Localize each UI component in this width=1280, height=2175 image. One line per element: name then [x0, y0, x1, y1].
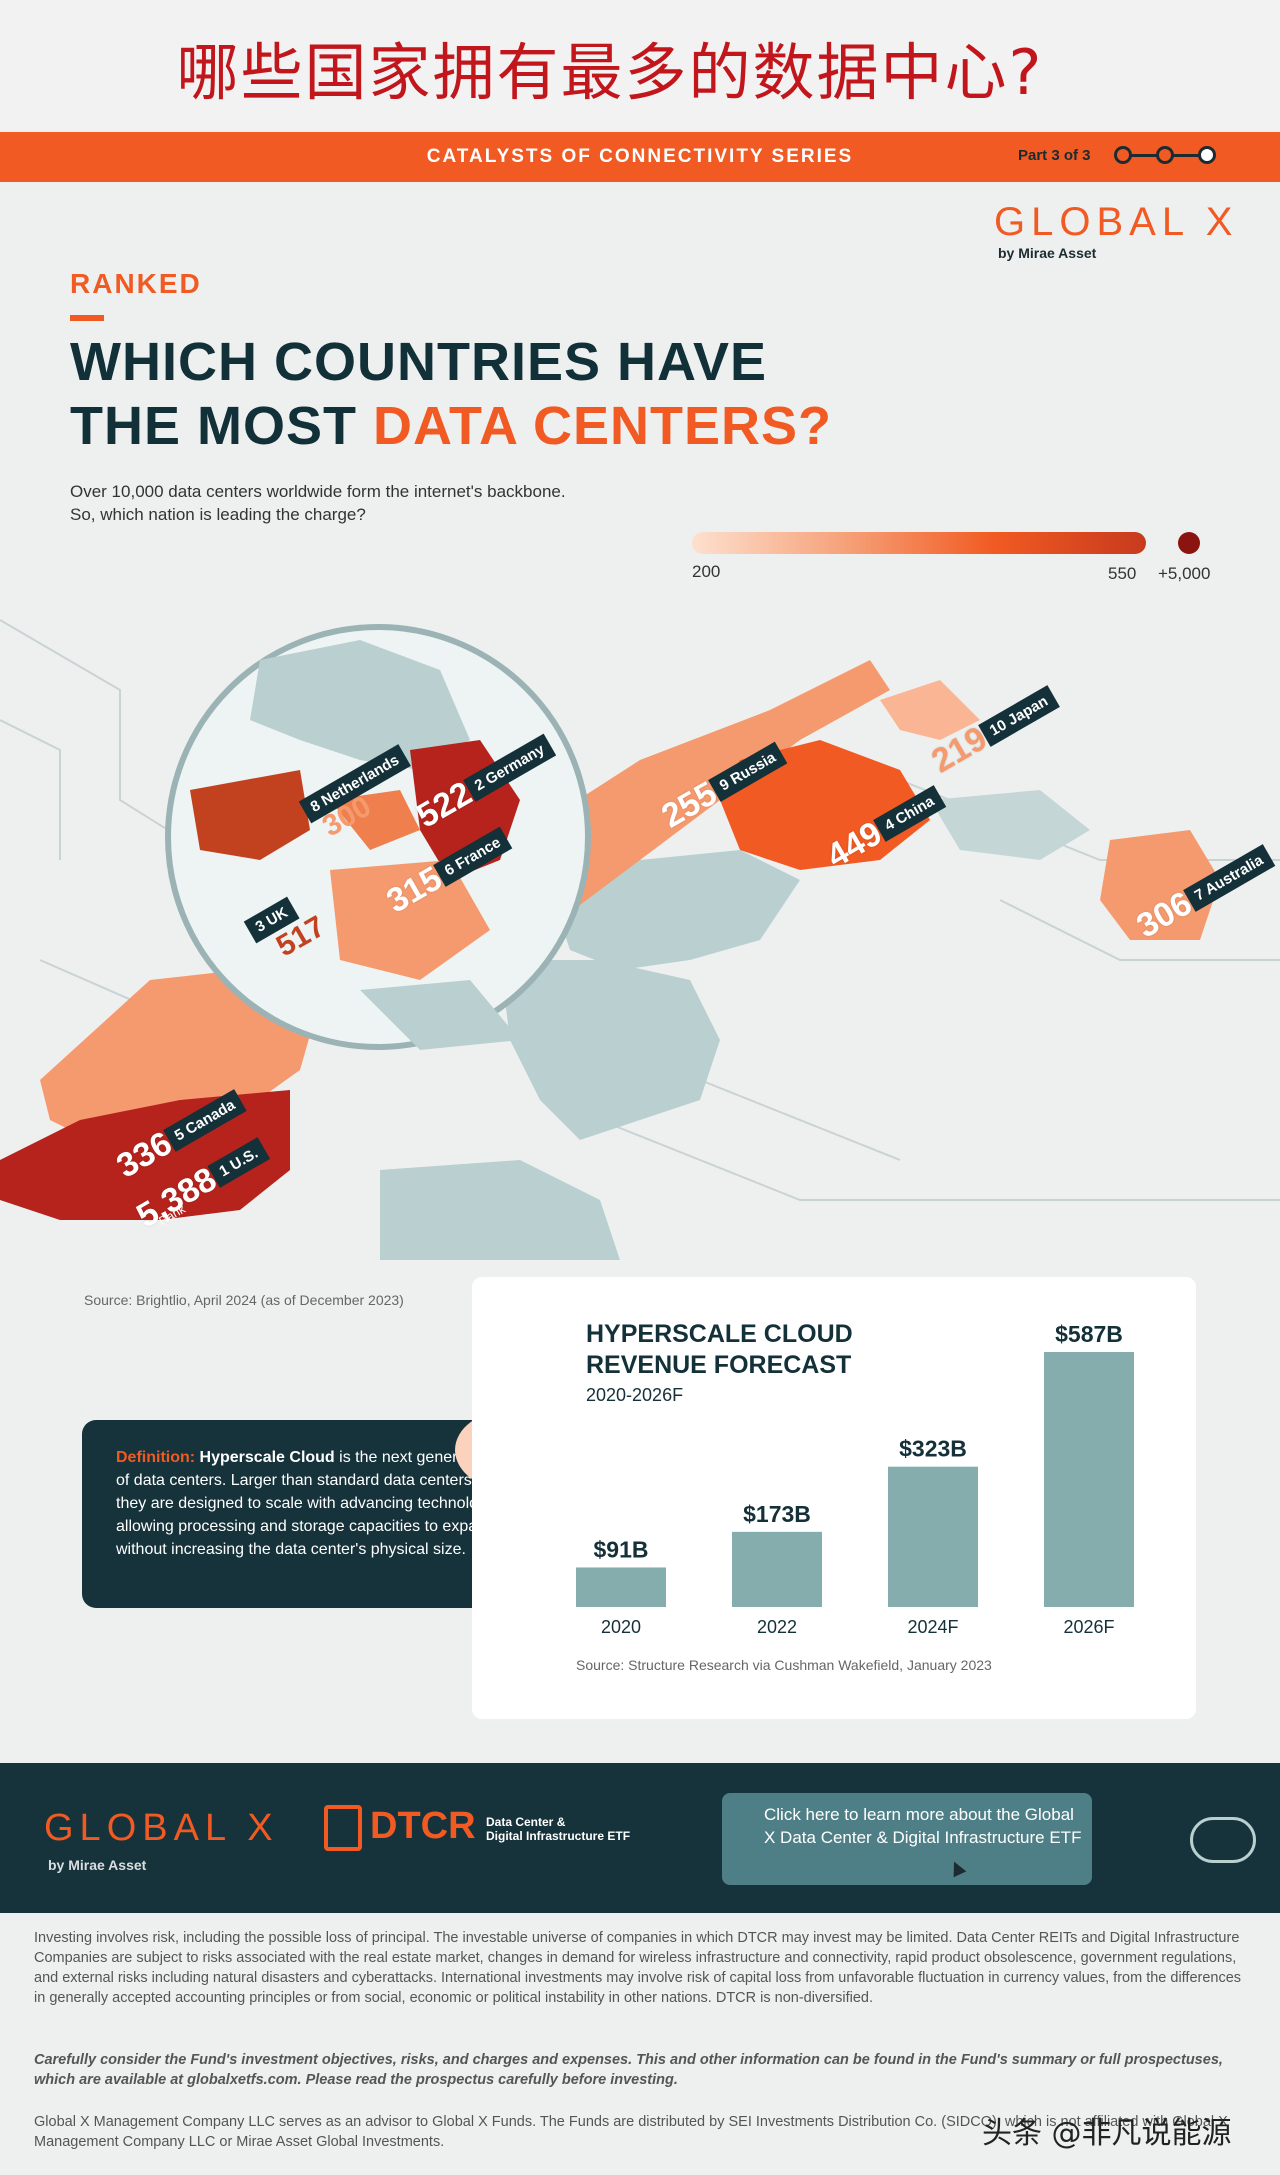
footer-band: GLOBAL X by Mirae Asset DTCR Data Center… — [0, 1763, 1280, 1913]
japan-shape — [880, 680, 980, 740]
cta-text: Click here to learn more about the Globa… — [764, 1805, 1082, 1847]
headline: WHICH COUNTRIES HAVE THE MOST DATA CENTE… — [70, 330, 832, 458]
brand-sub: by Mirae Asset — [998, 245, 1097, 261]
chart-title: HYPERSCALE CLOUD REVENUE FORECAST — [586, 1320, 853, 1379]
bar-2024F — [888, 1466, 978, 1607]
brand-name: GLOBAL X — [994, 200, 1239, 244]
africa-shape — [500, 960, 720, 1140]
bar-value-label-2024F: $323B — [899, 1436, 967, 1462]
x-tick-2026F: 2026F — [1063, 1617, 1114, 1637]
bar-value-label-2022: $173B — [743, 1501, 811, 1527]
bar-2020 — [576, 1567, 666, 1607]
definition-text: Definition: Hyperscale Cloud is the next… — [116, 1446, 506, 1561]
chart-subtitle: 2020-2026F — [586, 1385, 684, 1405]
legend-max-dot — [1178, 532, 1200, 554]
x-tick-2020: 2020 — [601, 1617, 641, 1637]
headline-line-2a: THE MOST — [70, 396, 373, 456]
bar-2022 — [732, 1531, 822, 1607]
progress-dot-2 — [1156, 146, 1174, 164]
definition-body: is the next generation of data centers. … — [116, 1449, 499, 1558]
legend-mid: 550 — [1108, 564, 1137, 583]
top-title-band: 哪些国家拥有最多的数据中心? — [0, 0, 1280, 130]
chart-source: Source: Structure Research via Cushman W… — [576, 1657, 992, 1673]
disclaimer-prospectus: Carefully consider the Fund's investment… — [34, 2052, 1223, 2088]
uk-shape — [190, 770, 310, 860]
dtcr-name: Data Center & Digital Infrastructure ETF — [486, 1815, 631, 1843]
series-part: Part 3 of 3 — [1018, 147, 1091, 164]
bar-value-label-2026F: $587B — [1055, 1321, 1123, 1347]
watermark: 头条 @非凡说能源 — [982, 2116, 1232, 2151]
headline-line-1: WHICH COUNTRIES HAVE — [70, 332, 768, 392]
revenue-bar-chart: $91B 2020 $173B 2022 $323B 2024F $587B 2026F — [576, 1321, 1134, 1637]
legend-gradient — [692, 532, 1146, 554]
dtcr-ticker: DTCR — [370, 1805, 476, 1847]
footer-brand-sub: by Mirae Asset — [48, 1857, 147, 1873]
south-america-shape — [380, 1160, 620, 1260]
progress-dot-1 — [1114, 146, 1132, 164]
disclaimer-risk: Investing involves risk, including the p… — [34, 1930, 1242, 2006]
iberia-shape — [360, 980, 520, 1050]
definition-label: Definition: — [116, 1449, 196, 1466]
headline-accent: DATA CENTERS? — [373, 396, 832, 456]
headline-line-2: THE MOST DATA CENTERS? — [70, 394, 832, 458]
x-tick-2022: 2022 — [757, 1617, 797, 1637]
se-asia-shape — [930, 790, 1090, 860]
cursor-icon — [947, 1858, 967, 1878]
definition-term: Hyperscale Cloud — [199, 1449, 335, 1466]
russia-shape — [500, 660, 890, 920]
page-title: 哪些国家拥有最多的数据中心? — [176, 36, 1044, 109]
bar-2026F — [1044, 1352, 1134, 1607]
progress-dot-3 — [1198, 146, 1216, 164]
footer-brand: GLOBAL X — [44, 1807, 279, 1849]
china-shape — [720, 740, 930, 870]
definition-card: Definition: Hyperscale Cloud is the next… — [82, 1420, 522, 1608]
map-source: Source: Brightlio, April 2024 (as of Dec… — [84, 1292, 404, 1308]
chart-card: HYPERSCALE CLOUD REVENUE FORECAST 2020-2… — [472, 1277, 1196, 1719]
legend-min: 200 — [692, 562, 721, 581]
learn-more-button[interactable]: Click here to learn more about the Globa… — [722, 1793, 1092, 1885]
legend-max: +5,000 — [1158, 564, 1211, 583]
australia-shape — [1100, 830, 1220, 940]
world-map — [0, 619, 1280, 1260]
global-x-logo[interactable]: GLOBAL X by Mirae Asset — [994, 200, 1238, 261]
france-shape — [330, 860, 490, 980]
dtcr-icon — [324, 1805, 362, 1851]
asia-south-shape — [560, 850, 800, 970]
cloud-icon — [1190, 1817, 1256, 1863]
x-tick-2024F: 2024F — [907, 1617, 958, 1637]
netherlands-shape — [330, 790, 420, 850]
eyebrow-rule — [70, 315, 104, 321]
eyebrow: RANKED — [70, 268, 202, 299]
disclaimer-distribution: Global X Management Company LLC serves a… — [34, 2114, 1228, 2150]
intro-text: Over 10,000 data centers worldwide form … — [70, 482, 566, 524]
bar-value-label-2020: $91B — [594, 1536, 649, 1562]
scandinavia-shape — [250, 640, 470, 770]
series-label: CATALYSTS OF CONNECTIVITY SERIES — [426, 146, 854, 167]
series-bar: CATALYSTS OF CONNECTIVITY SERIES Part 3 … — [0, 132, 1280, 182]
